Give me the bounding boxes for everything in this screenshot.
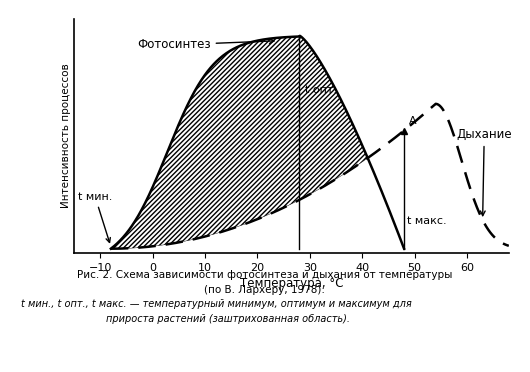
Y-axis label: Интенсивность процессов: Интенсивность процессов: [61, 63, 72, 208]
Text: Фотосинтез: Фотосинтез: [137, 38, 274, 51]
Text: t опт.: t опт.: [305, 84, 337, 94]
X-axis label: Температура, °C: Температура, °C: [240, 277, 343, 290]
Text: Рис. 2. Схема зависимости фотосинтеза и дыхания от температуры: Рис. 2. Схема зависимости фотосинтеза и …: [77, 270, 453, 280]
Text: (по В. Лархеру, 1978):: (по В. Лархеру, 1978):: [205, 285, 325, 295]
Text: A: A: [409, 116, 417, 126]
Text: Дыхание: Дыхание: [456, 128, 512, 216]
Text: t макс.: t макс.: [407, 216, 446, 226]
Text: t мин., t опт., t макс. — температурный минимум, оптимум и максимум для: t мин., t опт., t макс. — температурный …: [21, 299, 412, 310]
Text: прироста растений (заштрихованная область).: прироста растений (заштрихованная област…: [106, 314, 350, 324]
Text: t мин.: t мин.: [78, 192, 112, 243]
